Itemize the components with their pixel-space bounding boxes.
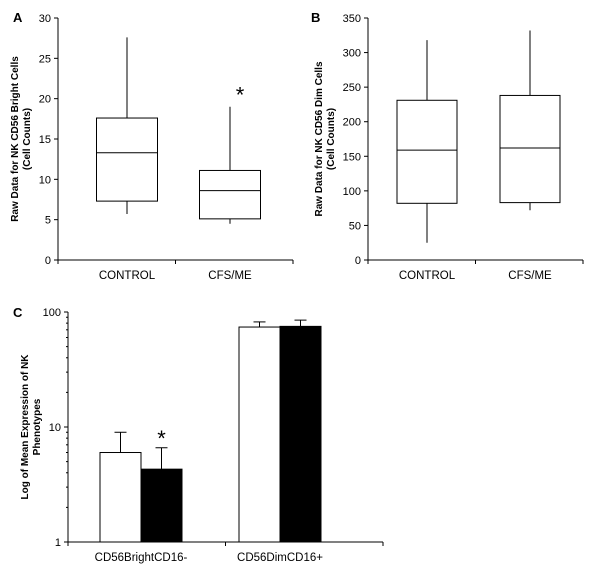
y-tick-label: 100	[343, 186, 361, 198]
y-tick-label: 5	[45, 215, 51, 227]
bar	[279, 325, 322, 543]
panel-label-A: A	[13, 10, 23, 25]
bar	[99, 452, 142, 543]
bar	[140, 468, 183, 543]
panel-label-B: B	[311, 10, 320, 25]
y-tick-label: 1	[55, 537, 61, 549]
significance-marker: *	[236, 83, 245, 108]
y-tick-label: 10	[39, 174, 51, 186]
y-axis-title-line2: (Cell Counts)	[22, 108, 33, 170]
x-category-label: CD56BrightCD16-	[95, 552, 188, 564]
y-axis-title: Raw Data for NK CD56 Dim Cells	[314, 61, 325, 216]
x-category-label: CD56DimCD16+	[237, 552, 323, 564]
y-tick-label: 0	[355, 255, 361, 267]
box-iqr	[396, 99, 458, 204]
y-tick-label: 25	[39, 53, 51, 65]
y-axis-title: Log of Mean Expression of NK	[20, 354, 31, 500]
y-tick-label: 10	[49, 422, 61, 434]
x-category-label: CONTROL	[399, 270, 456, 282]
y-tick-label: 50	[349, 220, 361, 232]
panel-A: A Raw Data for NK CD56 Bright Cells (Cell …	[10, 10, 294, 282]
y-tick-label: 30	[39, 13, 51, 25]
y-tick-label: 20	[39, 94, 51, 106]
y-tick-label: 100	[43, 307, 61, 319]
y-tick-label: 200	[343, 117, 361, 129]
y-tick-label: 350	[343, 13, 361, 25]
x-category-label: CFS/ME	[508, 270, 552, 282]
x-category-label: CFS/ME	[208, 270, 252, 282]
box-iqr	[96, 117, 158, 202]
y-axis-title: Raw Data for NK CD56 Bright Cells	[10, 56, 21, 222]
y-tick-label: 150	[343, 151, 361, 163]
y-axis-title-line2: (Cell Counts)	[326, 108, 337, 170]
box-iqr	[499, 94, 561, 204]
y-tick-label: 0	[45, 255, 51, 267]
significance-marker: *	[157, 426, 166, 451]
bar	[238, 326, 281, 543]
y-tick-label: 250	[343, 82, 361, 94]
box-iqr	[199, 169, 261, 220]
y-tick-label: 15	[39, 134, 51, 146]
y-tick-label: 300	[343, 48, 361, 60]
y-axis-title-line2: Phenotypes	[32, 398, 43, 455]
panel-B: B Raw Data for NK CD56 Dim Cells (Cell Cou…	[311, 10, 584, 282]
panel-label-C: C	[13, 305, 23, 320]
x-category-label: CONTROL	[99, 270, 156, 282]
panel-C: C Log of Mean Expression of NK Phenotypes 1…	[13, 305, 384, 564]
